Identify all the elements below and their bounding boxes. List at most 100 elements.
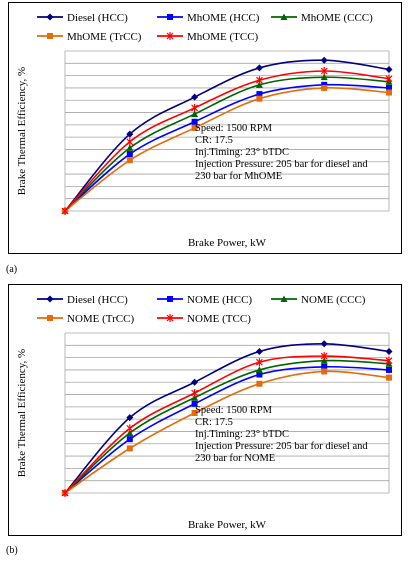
annotation-line: Injection Pressure: 205 bar for diesel a… [195, 441, 368, 452]
data-point [126, 436, 133, 443]
legend-label: Diesel (HCC) [67, 12, 128, 24]
data-point [191, 93, 199, 101]
legend-marker [166, 314, 174, 322]
series-line-a-4 [64, 70, 390, 212]
data-point [320, 73, 328, 81]
data-point [385, 356, 393, 365]
data-point [191, 410, 198, 416]
legend-marker [280, 295, 288, 302]
data-point [126, 429, 134, 436]
annotation-line: CR: 17.5 [195, 417, 233, 428]
annotation-line: Inj.Timing: 23° bTDC [195, 429, 289, 440]
series-line-b-3 [64, 370, 390, 494]
series-line-b-2 [64, 359, 390, 494]
annotation-line: CR: 17.5 [195, 135, 233, 146]
data-point [126, 137, 134, 146]
series-line-b-4 [64, 355, 390, 494]
data-point [191, 118, 198, 125]
legend-label: MhOME (TrCC) [67, 31, 142, 43]
legend-label: MhOME (CCC) [301, 12, 373, 24]
data-point [386, 84, 392, 91]
data-point [321, 363, 328, 370]
data-point [191, 394, 199, 401]
legend-marker [167, 296, 173, 302]
data-point [126, 157, 133, 164]
data-point [191, 110, 199, 118]
series-line-a-2 [64, 76, 390, 212]
legend-label: MhOME (TCC) [187, 31, 259, 43]
data-point [321, 368, 328, 375]
legend-b: Diesel (HCC) NOME (HCC) NOME (CCC) NOME (Tr… [37, 294, 366, 325]
legend-label: NOME (CCC) [301, 294, 366, 306]
data-point [191, 103, 199, 112]
x-axis-label-a: Brake Power, kW [188, 237, 267, 249]
data-point [61, 207, 69, 215]
annotation-line: Injection Pressure: 205 bar for diesel a… [195, 159, 368, 170]
data-point [385, 65, 393, 73]
legend-marker [46, 295, 54, 303]
legend-label: NOME (HCC) [187, 294, 252, 306]
annotation-line: Speed: 1500 RPM [195, 405, 273, 416]
data-point [255, 366, 263, 373]
data-point [191, 400, 198, 407]
chart-b: Diesel (HCC) NOME (HCC) NOME (CCC) NOME (Tr… [16, 294, 393, 531]
data-point [255, 358, 263, 367]
y-axis-label-b: Brake Thermal Efficiency, % [16, 349, 28, 477]
data-point [126, 130, 134, 138]
legend-marker [46, 13, 54, 21]
data-point [255, 76, 263, 85]
data-point [126, 424, 134, 433]
legend-marker [47, 315, 53, 321]
y-axis-label-a: Brake Thermal Efficiency, % [16, 67, 28, 195]
data-point [255, 64, 263, 72]
data-point [320, 340, 328, 348]
data-point [256, 380, 263, 387]
legend-label: NOME (TrCC) [67, 313, 134, 325]
data-point [126, 151, 133, 158]
legend-a: Diesel (HCC) MhOME (HCC) MhOME (CCC) MhOME … [37, 12, 373, 43]
data-point [386, 366, 392, 373]
annotation-line: 230 bar for NOME [195, 453, 275, 464]
data-point [385, 347, 393, 355]
data-point [320, 357, 328, 364]
data-point [385, 74, 393, 83]
annotation-line: Inj.Timing: 23° bTDC [195, 147, 289, 158]
data-point [255, 347, 263, 355]
data-point [191, 124, 198, 131]
legend-marker [167, 14, 173, 20]
data-point [126, 144, 134, 151]
legend-marker [280, 13, 288, 20]
legend-label: NOME (TCC) [187, 313, 251, 325]
data-point [126, 445, 133, 452]
data-point [255, 81, 263, 88]
data-point [256, 91, 263, 98]
annotation-line: 230 bar for MhOME [195, 171, 282, 182]
annotation-line: Speed: 1500 RPM [195, 123, 273, 134]
series-markers-a-4 [61, 67, 393, 215]
data-point [126, 414, 134, 422]
legend-label: Diesel (HCC) [67, 294, 128, 306]
series-line-a-3 [64, 86, 390, 212]
data-point [256, 371, 263, 378]
panel-label-b: (b) [6, 545, 18, 556]
legend-marker [166, 32, 174, 40]
legend-marker [47, 33, 53, 39]
chart-panel-a-frame: Diesel (HCC) MhOME (HCC) MhOME (CCC) MhOME … [8, 2, 402, 254]
chart-a: Diesel (HCC) MhOME (HCC) MhOME (CCC) MhOME … [16, 12, 393, 249]
data-point [386, 89, 392, 96]
data-point [320, 67, 328, 75]
data-point [256, 95, 263, 102]
legend-label: MhOME (HCC) [187, 12, 260, 24]
data-point [61, 489, 69, 497]
panel-label-a: (a) [6, 264, 18, 275]
chart-panel-b-frame: Diesel (HCC) NOME (HCC) NOME (CCC) NOME (Tr… [8, 284, 402, 536]
series-line-b-1 [64, 365, 390, 494]
x-axis-label-b: Brake Power, kW [188, 519, 267, 531]
data-point [386, 374, 392, 381]
series-line-a-1 [64, 83, 390, 212]
data-point [191, 378, 199, 386]
data-point [321, 81, 328, 88]
data-point [191, 389, 199, 397]
